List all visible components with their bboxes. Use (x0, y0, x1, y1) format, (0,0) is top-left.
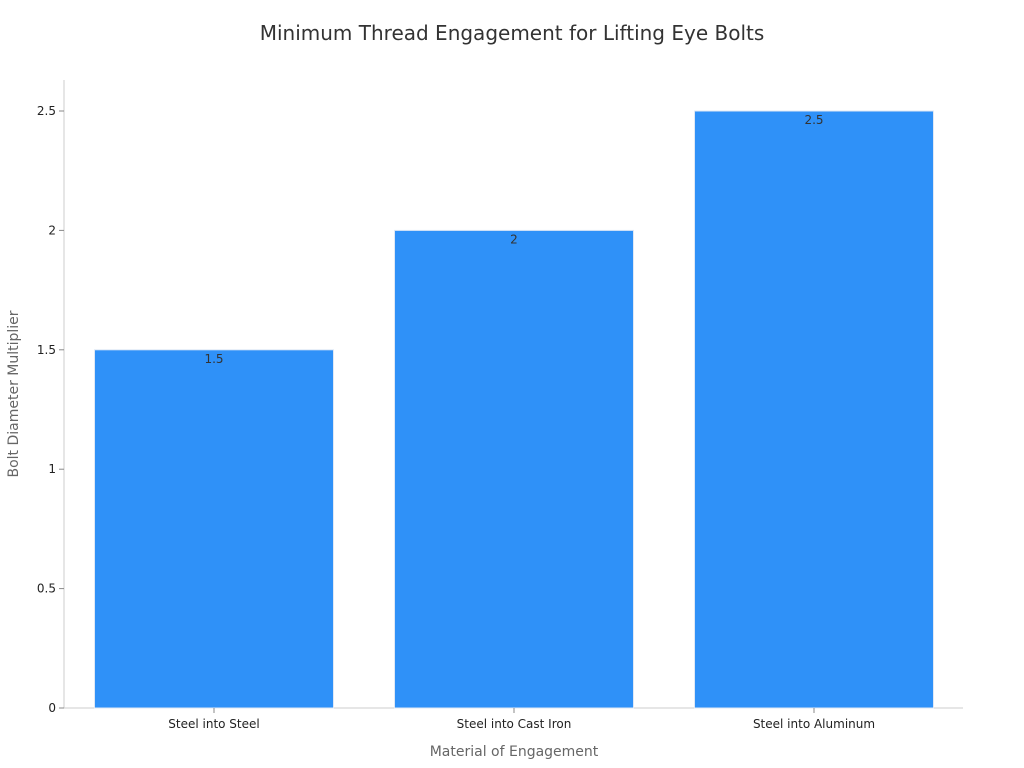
bars-group: 1.5 2 2.5 (94, 110, 934, 709)
y-tick-label: 1.5 (37, 343, 56, 357)
y-tick-label: 0 (48, 701, 56, 715)
x-tick-label: Steel into Steel (168, 717, 259, 731)
y-tick-label: 0.5 (37, 582, 56, 596)
y-axis-ticks: 0 0.5 1 1.5 2 2.5 (37, 104, 64, 715)
x-axis-title: Material of Engagement (430, 744, 599, 760)
y-tick-label: 2.5 (37, 104, 56, 118)
y-tick-label: 1 (48, 462, 56, 476)
x-tick-label: Steel into Cast Iron (457, 717, 572, 731)
bar-value-label: 2.5 (804, 113, 823, 127)
bar-value-label: 2 (510, 232, 518, 246)
y-tick-label: 2 (48, 223, 56, 237)
chart-title: Minimum Thread Engagement for Lifting Ey… (260, 21, 765, 45)
bar (394, 229, 634, 709)
x-tick-label: Steel into Aluminum (753, 717, 875, 731)
bar-value-label: 1.5 (204, 352, 223, 366)
bar (694, 110, 934, 709)
bar (94, 349, 334, 709)
x-axis-ticks: Steel into Steel Steel into Cast Iron Stee… (168, 708, 875, 731)
y-axis-title: Bolt Diameter Multiplier (6, 310, 22, 477)
